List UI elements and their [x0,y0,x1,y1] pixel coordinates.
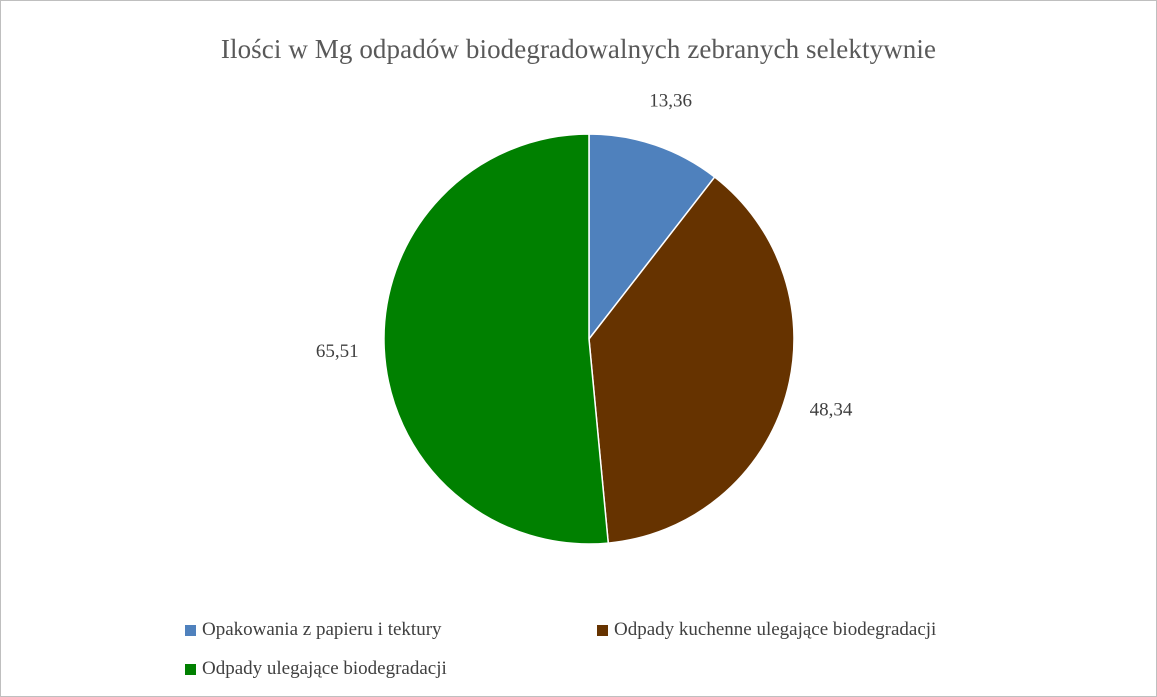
legend-swatch-0 [185,624,196,636]
legend-label-1: Odpady kuchenne ulegające biodegradacji [614,619,937,640]
legend-label-0: Opakowania z papieru i tektury [202,619,442,640]
chart-title: Ilości w Mg odpadów biodegradowalnych ze… [220,34,937,64]
legend-swatch-2 [185,663,196,675]
pie-slices [383,133,795,545]
pie-slice-1 [588,175,795,544]
pie-slice-0 [588,133,716,342]
legend-swatch-1 [597,624,608,636]
legend-item-2: Odpady ulegające biodegradacji [185,658,447,680]
legend-label-2: Odpady ulegające biodegradacji [202,658,447,679]
pie-slice-2 [383,133,610,545]
data-label-1: 48,34 [810,399,853,420]
data-label-2: 65,51 [316,341,359,362]
pie-data-labels: 13,36 48,34 65,51 [316,91,853,421]
legend-item-1: Odpady kuchenne ulegające biodegradacji [597,619,936,641]
data-label-0: 13,36 [649,91,692,112]
legend-item-0: Opakowania z papieru i tektury [185,619,442,641]
